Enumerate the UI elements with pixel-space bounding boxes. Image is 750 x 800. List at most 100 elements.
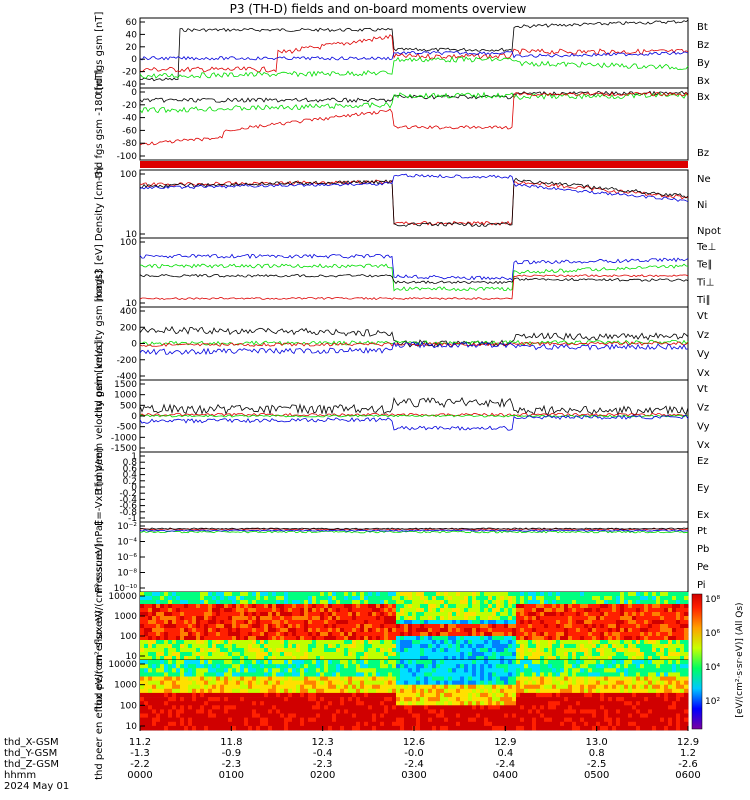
heatmap-cell: [592, 616, 597, 621]
heatmap-cell: [348, 636, 353, 641]
heatmap-cell: [644, 628, 649, 633]
heatmap-cell: [196, 620, 201, 625]
heatmap-cell: [536, 721, 541, 727]
heatmap-cell: [160, 664, 165, 669]
heatmap-cell: [504, 616, 509, 621]
heatmap-cell: [624, 620, 629, 625]
heatmap-cell: [176, 600, 181, 605]
heatmap-cell: [332, 697, 337, 702]
heatmap-cell: [220, 725, 225, 731]
heatmap-cell: [532, 616, 537, 621]
y-tick-label: 100: [120, 701, 137, 711]
heatmap-cell: [164, 713, 169, 718]
heatmap-cell: [152, 616, 157, 621]
heatmap-cell: [588, 604, 593, 609]
heatmap-cell: [212, 697, 217, 702]
heatmap-cell: [208, 660, 213, 665]
heatmap-cell: [664, 676, 669, 681]
heatmap-cell: [552, 713, 557, 718]
heatmap-cell: [412, 713, 417, 718]
heatmap-cell: [408, 652, 413, 657]
heatmap-cell: [380, 632, 385, 637]
heatmap-cell: [456, 600, 461, 605]
heatmap-cell: [488, 717, 493, 723]
heatmap-cell: [532, 701, 537, 706]
heatmap-cell: [432, 676, 437, 681]
heatmap-cell: [268, 612, 273, 617]
heatmap-cell: [172, 725, 177, 731]
heatmap-cell: [344, 656, 349, 661]
heatmap-cell: [664, 713, 669, 718]
heatmap-cell: [376, 684, 381, 690]
heatmap-cell: [376, 652, 381, 657]
heatmap-cell: [188, 660, 193, 665]
legend-blue: Ex: [697, 510, 709, 521]
heatmap-cell: [632, 672, 637, 677]
heatmap-cell: [440, 664, 445, 669]
heatmap-cell: [612, 612, 617, 617]
heatmap-cell: [484, 608, 489, 613]
heatmap-cell: [312, 636, 317, 641]
heatmap-cell: [208, 676, 213, 681]
heatmap-cell: [324, 632, 329, 637]
heatmap-cell: [616, 660, 621, 665]
heatmap-cell: [540, 636, 545, 641]
heatmap-cell: [544, 612, 549, 617]
heatmap-cell: [420, 596, 425, 601]
heatmap-cell: [672, 656, 677, 661]
heatmap-cell: [528, 648, 533, 653]
heatmap-cell: [336, 656, 341, 661]
heatmap-cell: [584, 717, 589, 723]
heatmap-cell: [324, 692, 329, 698]
heatmap-cell: [232, 600, 237, 605]
heatmap-cell: [456, 656, 461, 661]
heatmap-cell: [436, 725, 441, 731]
heatmap-cell: [284, 608, 289, 613]
heatmap-cell: [620, 672, 625, 677]
heatmap-cell: [588, 652, 593, 657]
heatmap-cell: [140, 656, 145, 661]
heatmap-cell: [504, 644, 509, 649]
heatmap-cell: [332, 680, 337, 686]
y-tick-label: -80: [122, 139, 137, 149]
heatmap-cell: [288, 624, 293, 629]
heatmap-cell: [644, 660, 649, 665]
heatmap-cell: [244, 692, 249, 698]
y-tick-label: -1: [128, 514, 137, 524]
heatmap-cell: [580, 684, 585, 690]
heatmap-cell: [476, 688, 481, 694]
heatmap-cell: [388, 705, 393, 710]
legend-black: Vt: [697, 384, 708, 395]
heatmap-cell: [460, 701, 465, 706]
heatmap-cell: [468, 672, 473, 677]
heatmap-cell: [472, 676, 477, 681]
heatmap-cell: [308, 632, 313, 637]
heatmap-cell: [616, 612, 621, 617]
heatmap-cell: [400, 688, 405, 694]
heatmap-cell: [420, 668, 425, 673]
heatmap-cell: [624, 725, 629, 731]
heatmap-cell: [556, 688, 561, 694]
heatmap-cell: [236, 612, 241, 617]
heatmap-cell: [516, 628, 521, 633]
heatmap-cell: [684, 648, 689, 653]
heatmap-cell: [240, 668, 245, 673]
heatmap-cell: [560, 628, 565, 633]
heatmap-cell: [268, 624, 273, 629]
heatmap-cell: [664, 624, 669, 629]
heatmap-cell: [480, 697, 485, 702]
heatmap-cell: [536, 664, 541, 669]
heatmap-cell: [424, 680, 429, 686]
heatmap-cell: [516, 592, 521, 597]
heatmap-cell: [552, 644, 557, 649]
heatmap-cell: [352, 709, 357, 714]
heatmap-cell: [152, 697, 157, 702]
heatmap-cell: [336, 684, 341, 690]
heatmap-cell: [216, 668, 221, 673]
heatmap-cell: [236, 684, 241, 690]
y-tick-label: 200: [120, 323, 137, 333]
heatmap-cell: [260, 672, 265, 677]
heatmap-cell: [140, 725, 145, 731]
heatmap-cell: [592, 717, 597, 723]
heatmap-cell: [388, 652, 393, 657]
